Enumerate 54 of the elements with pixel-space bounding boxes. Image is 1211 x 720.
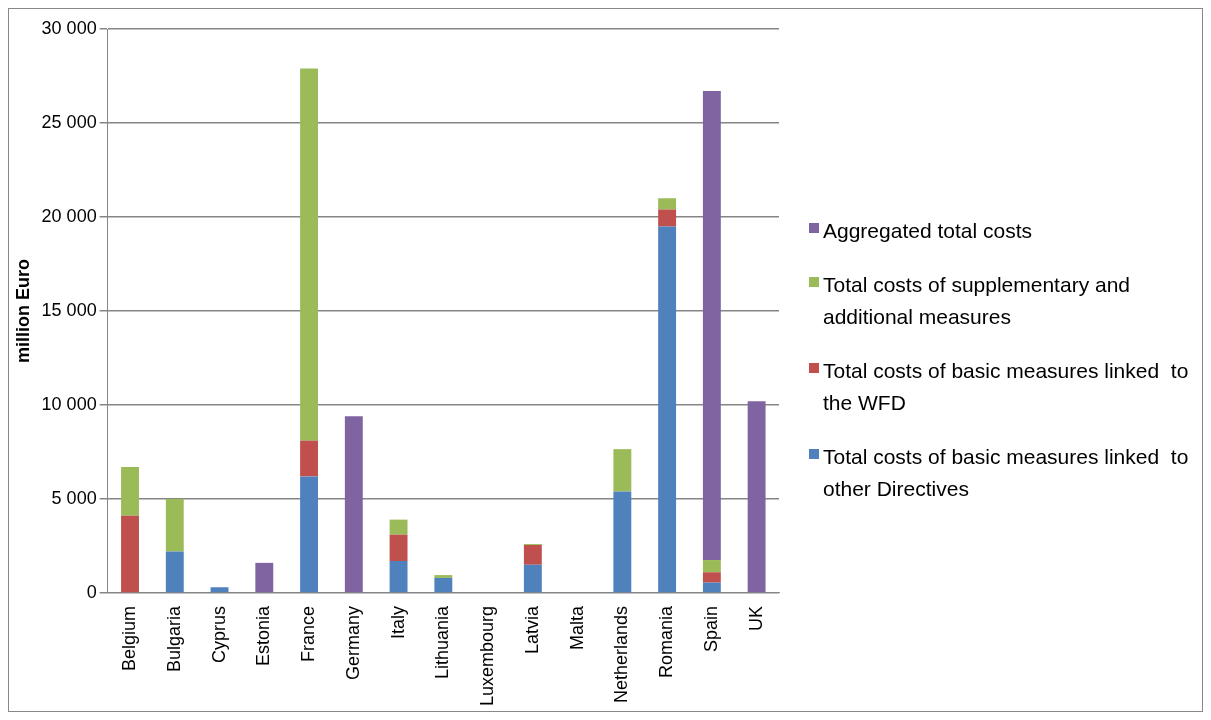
- x-tick-label: Lithuania: [432, 604, 453, 680]
- legend-label: Total costs of basic measures linked to other Directives: [823, 444, 1190, 502]
- x-tick-label: Italy: [387, 605, 408, 639]
- x-tick-label: Spain: [700, 605, 721, 652]
- bar: [658, 209, 677, 227]
- bar: [747, 401, 766, 593]
- legend-label: Total costs of basic measures linked to the WFD: [823, 358, 1190, 416]
- bar: [165, 498, 184, 552]
- bar: [702, 582, 721, 593]
- bar: [434, 575, 453, 578]
- y-tick-label: 30 000: [41, 17, 97, 38]
- x-tick-label: France: [298, 605, 319, 662]
- bar: [389, 560, 408, 593]
- bar: [389, 534, 408, 561]
- x-tick-label: UK: [745, 605, 766, 631]
- bar: [702, 572, 721, 583]
- bar: [389, 519, 408, 535]
- bar: [121, 515, 139, 593]
- y-tick-label: 15 000: [41, 299, 97, 320]
- y-tick-label: 20 000: [41, 205, 97, 226]
- x-tick-label: Netherlands: [611, 605, 632, 703]
- bar: [658, 226, 677, 593]
- y-tick-label: 0: [86, 581, 97, 602]
- legend-label: Aggregated total costs: [823, 218, 1032, 244]
- y-axis-title: million Euro: [12, 258, 33, 363]
- x-tick-label: Bulgaria: [163, 604, 184, 672]
- bar: [658, 198, 677, 210]
- legend-label: Total costs of supplementary and additional measures: [823, 272, 1131, 330]
- x-tick-label: Luxembourg: [477, 605, 498, 707]
- x-tick-label: Estonia: [253, 604, 274, 666]
- bar: [702, 560, 721, 573]
- bar: [523, 545, 542, 565]
- bar: [300, 68, 319, 441]
- x-tick-label: Latvia: [521, 604, 542, 654]
- bar: [613, 491, 632, 593]
- bar: [255, 562, 274, 593]
- y-tick-label: 5 000: [51, 487, 97, 508]
- bar: [121, 466, 139, 516]
- bar: [523, 564, 542, 593]
- x-tick-label: Germany: [342, 605, 363, 680]
- bar: [613, 449, 632, 492]
- bar: [210, 587, 229, 593]
- x-tick-label: Cyprus: [208, 605, 229, 663]
- bar: [165, 551, 184, 593]
- y-tick-label: 10 000: [41, 393, 97, 414]
- bar: [434, 577, 453, 593]
- bar: [702, 91, 721, 561]
- y-tick-label: 25 000: [41, 111, 97, 132]
- bar: [300, 476, 319, 593]
- x-tick-label: Romania: [656, 604, 677, 678]
- x-tick-label: Belgium: [119, 605, 139, 671]
- bar: [344, 416, 363, 593]
- x-tick-label: Malta: [566, 604, 587, 650]
- bar: [300, 440, 319, 477]
